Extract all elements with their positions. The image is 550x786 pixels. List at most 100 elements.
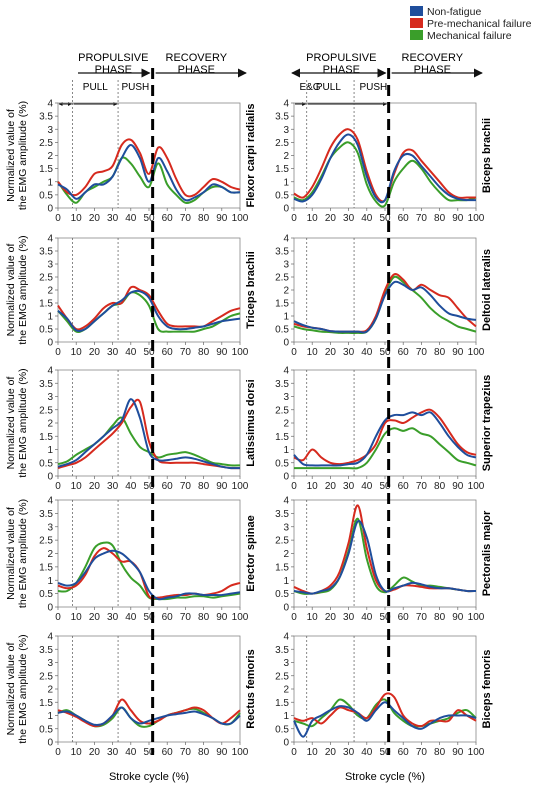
eg-subphase-label: E&G [299,82,320,93]
x-tick-label: 40 [361,213,373,224]
x-tick-label: 90 [216,747,228,758]
series-line [57,289,241,333]
x-tick-label: 20 [89,213,101,224]
y-axis-label: the EMG amplitude (%) [17,634,29,743]
y-tick-label: 0 [47,603,53,614]
x-tick-label: 30 [107,347,119,358]
y-tick-label: 0.5 [39,724,53,735]
x-tick-label: 0 [291,213,297,224]
y-tick-label: 0 [47,338,53,349]
x-tick-label: 70 [180,612,192,623]
series-line [293,128,476,203]
series-line [293,517,477,595]
x-tick-label: 30 [343,747,355,758]
y-tick-label: 4 [283,99,289,110]
x-tick-label: 20 [89,747,101,758]
y-tick-label: 2 [283,151,289,162]
x-tick-label: 30 [107,481,119,492]
x-tick-label: 10 [71,213,83,224]
plot-frame [293,635,477,743]
y-tick-label: 2 [47,151,53,162]
series-line [57,138,241,198]
y-axis-label: Normalized value of [5,377,17,470]
x-tick-label: 0 [55,347,61,358]
recovery-phase-label: PHASE [414,64,451,76]
x-tick-label: 60 [162,747,174,758]
x-tick-label: 90 [452,347,464,358]
y-tick-label: 0 [283,738,289,749]
x-tick-label: 100 [468,347,485,358]
y-tick-label: 0 [283,338,289,349]
x-tick-label: 70 [180,213,192,224]
x-tick-label: 0 [291,747,297,758]
x-tick-label: 10 [307,747,319,758]
x-axis-label: Stroke cycle (%) [109,771,189,783]
y-tick-label: 0.5 [275,724,289,735]
x-tick-label: 0 [55,213,61,224]
series-line [294,427,477,470]
x-tick-label: 30 [107,612,119,623]
y-tick-label: 2 [47,549,53,560]
x-tick-label: 10 [71,612,83,623]
pull-subphase-label: PULL [316,82,341,93]
x-tick-label: 20 [89,612,101,623]
series-line [293,692,477,728]
y-tick-label: 1 [47,711,53,722]
x-tick-label: 0 [55,747,61,758]
legend-label: Mechanical failure [427,30,512,42]
x-axis-label: Stroke cycle (%) [345,771,425,783]
x-tick-label: 90 [452,612,464,623]
x-tick-label: 20 [325,213,337,224]
y-tick-label: 1.5 [39,299,53,310]
y-tick-label: 1.5 [39,432,53,443]
y-tick-label: 0 [47,738,53,749]
x-tick-label: 40 [125,481,137,492]
propulsive-phase-label: PROPULSIVE [78,52,148,64]
emg-panel: 00.511.522.533.540 10 20 30 40 50 60 70 80 90 100R… [39,632,257,759]
y-tick-label: 1 [47,312,53,323]
pull-subphase-label: PULL [83,82,108,93]
muscle-label: Erector spinae [245,515,257,591]
x-tick-label: 60 [398,747,410,758]
y-tick-label: 2 [47,286,53,297]
y-tick-label: 1 [283,177,289,188]
x-tick-label: 30 [107,747,119,758]
emg-panel: 00.511.522.533.540 10 20 30 40 50 60 70 80 90 100D… [275,234,493,359]
x-tick-label: 100 [232,481,249,492]
muscle-label: Flexor carpi radialis [245,104,257,208]
x-tick-label: 100 [468,481,485,492]
x-tick-label: 50 [379,747,391,758]
y-tick-label: 1.5 [39,562,53,573]
x-tick-label: 10 [71,347,83,358]
y-tick-label: 3.5 [39,247,53,258]
x-tick-label: 60 [162,347,174,358]
y-tick-label: 2 [283,419,289,430]
x-tick-label: 30 [343,481,355,492]
push-subphase-label: PUSH [121,82,149,93]
y-axis-label: Normalized value of [5,643,17,736]
y-tick-label: 0 [283,603,289,614]
y-tick-label: 3 [47,260,53,271]
x-tick-label: 30 [107,213,119,224]
y-tick-label: 4 [47,366,53,377]
series-line [57,549,241,601]
x-tick-label: 70 [180,481,192,492]
x-tick-label: 80 [434,612,446,623]
emg-panel: 00.511.522.533.540 10 20 30 40 50 60 70 80 90 100S… [275,366,493,493]
x-tick-label: 80 [198,481,210,492]
y-tick-label: 1 [47,445,53,456]
y-tick-label: 0.5 [39,589,53,600]
y-tick-label: 4 [47,632,53,643]
muscle-label: Biceps brachii [481,118,493,193]
x-tick-label: 80 [434,347,446,358]
emg-panel: 00.511.522.533.540 10 20 30 40 50 60 70 80 90 100B… [275,99,493,225]
x-tick-label: 100 [468,747,485,758]
y-tick-label: 2.5 [275,273,289,284]
series-line [57,144,241,202]
series-line [293,698,477,728]
series-line [293,411,477,467]
emg-panel: 00.511.522.533.540 10 20 30 40 50 60 70 80 90 100L… [39,366,257,493]
x-tick-label: 40 [125,747,137,758]
series-line [293,275,477,335]
